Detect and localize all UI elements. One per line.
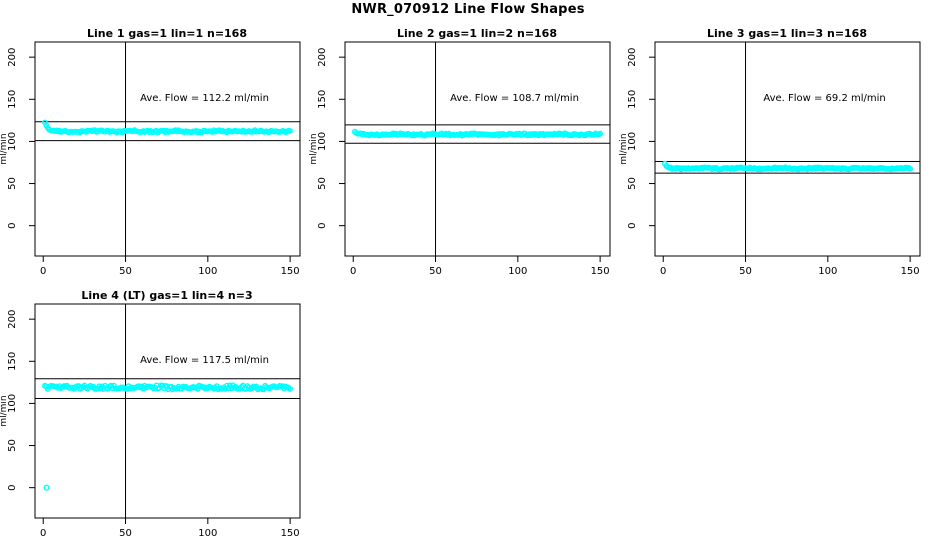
x-tick-label: 50	[119, 528, 132, 539]
outlier-point	[43, 484, 50, 491]
data-point	[597, 130, 603, 137]
axes: 0 50 100 150 200 0 50 100 150 ml/min	[0, 303, 301, 539]
x-tick-label: 150	[281, 266, 300, 277]
data-points	[42, 119, 293, 136]
y-axis: 0 50 100 150 200	[7, 310, 35, 491]
data-point	[224, 382, 230, 389]
y-tick-label: 100	[317, 132, 328, 151]
subplot-line-4: Line 4 (LT) gas=1 lin=4 n=3 0 50 100 150 200…	[0, 289, 301, 539]
y-tick-label: 200	[627, 48, 638, 67]
y-tick-label: 200	[317, 48, 328, 67]
data-point	[907, 165, 913, 172]
y-tick-label: 0	[7, 222, 18, 228]
ave-flow-annotation: Ave. Flow = 112.2 ml/min	[140, 93, 269, 104]
plot-box	[654, 41, 921, 257]
y-axis: 0 50 100 150 200	[317, 48, 345, 229]
y-tick-label: 50	[317, 177, 328, 190]
reference-lines	[345, 42, 610, 256]
y-axis: 0 50 100 150 200	[627, 48, 655, 229]
y-tick-label: 50	[7, 439, 18, 452]
x-axis: 0 50 100 150	[350, 256, 610, 277]
x-tick-label: 100	[198, 528, 217, 539]
y-axis-label: ml/min	[619, 133, 629, 164]
data-points	[352, 128, 603, 139]
y-tick-label: 150	[7, 90, 18, 109]
x-axis: 0 50 100 150	[660, 256, 920, 277]
x-tick-label: 100	[818, 266, 837, 277]
reference-lines	[655, 42, 920, 256]
y-tick-label: 200	[7, 310, 18, 329]
x-tick-label: 0	[40, 266, 46, 277]
y-tick-label: 100	[7, 394, 18, 413]
x-tick-label: 50	[429, 266, 442, 277]
y-tick-label: 0	[317, 222, 328, 228]
subplot-line-2: Line 2 gas=1 lin=2 n=168 0 50 100 150 200 0 50…	[309, 27, 611, 277]
plot-box	[344, 41, 611, 257]
reference-lines	[35, 304, 300, 518]
x-tick-label: 0	[350, 266, 356, 277]
x-axis: 0 50 100 150	[40, 256, 300, 277]
data-point	[287, 386, 293, 392]
x-tick-label: 100	[198, 266, 217, 277]
data-points	[42, 382, 293, 491]
main-title: NWR_070912 Line Flow Shapes	[351, 2, 585, 17]
x-tick-label: 150	[281, 528, 300, 539]
y-tick-label: 0	[627, 222, 638, 228]
data-points	[662, 160, 913, 173]
axes: 0 50 100 150 200 0 50 100 150 ml/min	[619, 41, 921, 277]
ave-flow-annotation: Ave. Flow = 108.7 ml/min	[450, 93, 579, 104]
y-tick-label: 50	[7, 177, 18, 190]
x-tick-label: 0	[40, 528, 46, 539]
axes: 0 50 100 150 200 0 50 100 150 ml/min	[309, 41, 611, 277]
y-tick-label: 50	[627, 177, 638, 190]
y-tick-label: 150	[7, 352, 18, 371]
y-axis-label: ml/min	[0, 133, 9, 164]
x-axis: 0 50 100 150	[40, 518, 300, 539]
y-tick-label: 0	[7, 484, 18, 490]
data-point	[287, 128, 293, 134]
reference-lines	[35, 42, 300, 256]
x-tick-label: 150	[901, 266, 920, 277]
subplot-title-line-4: Line 4 (LT) gas=1 lin=4 n=3	[81, 289, 252, 302]
plot-box	[34, 41, 301, 257]
y-tick-label: 200	[7, 48, 18, 67]
subplot-title-line-3: Line 3 gas=1 lin=3 n=168	[707, 27, 867, 40]
ave-flow-annotation: Ave. Flow = 117.5 ml/min	[140, 355, 269, 366]
plot-box	[34, 303, 301, 519]
subplot-line-3: Line 3 gas=1 lin=3 n=168 0 50 100 150 200 0 50…	[619, 27, 921, 277]
y-tick-label: 100	[627, 132, 638, 151]
x-tick-label: 150	[591, 266, 610, 277]
x-tick-label: 50	[739, 266, 752, 277]
subplot-title-line-1: Line 1 gas=1 lin=1 n=168	[87, 27, 247, 40]
x-tick-label: 100	[508, 266, 527, 277]
y-axis-label: ml/min	[0, 395, 9, 426]
axes: 0 50 100 150 200 0 50 100 150 ml/min	[0, 41, 301, 277]
ave-flow-annotation: Ave. Flow = 69.2 ml/min	[763, 93, 885, 104]
x-tick-label: 0	[660, 266, 666, 277]
y-tick-label: 150	[627, 90, 638, 109]
x-tick-label: 50	[119, 266, 132, 277]
y-axis: 0 50 100 150 200	[7, 48, 35, 229]
y-tick-label: 100	[7, 132, 18, 151]
y-tick-label: 150	[317, 90, 328, 109]
subplot-line-1: Line 1 gas=1 lin=1 n=168 0 50 100 150 200 0 50…	[0, 27, 301, 277]
subplot-title-line-2: Line 2 gas=1 lin=2 n=168	[397, 27, 557, 40]
y-axis-label: ml/min	[309, 133, 319, 164]
